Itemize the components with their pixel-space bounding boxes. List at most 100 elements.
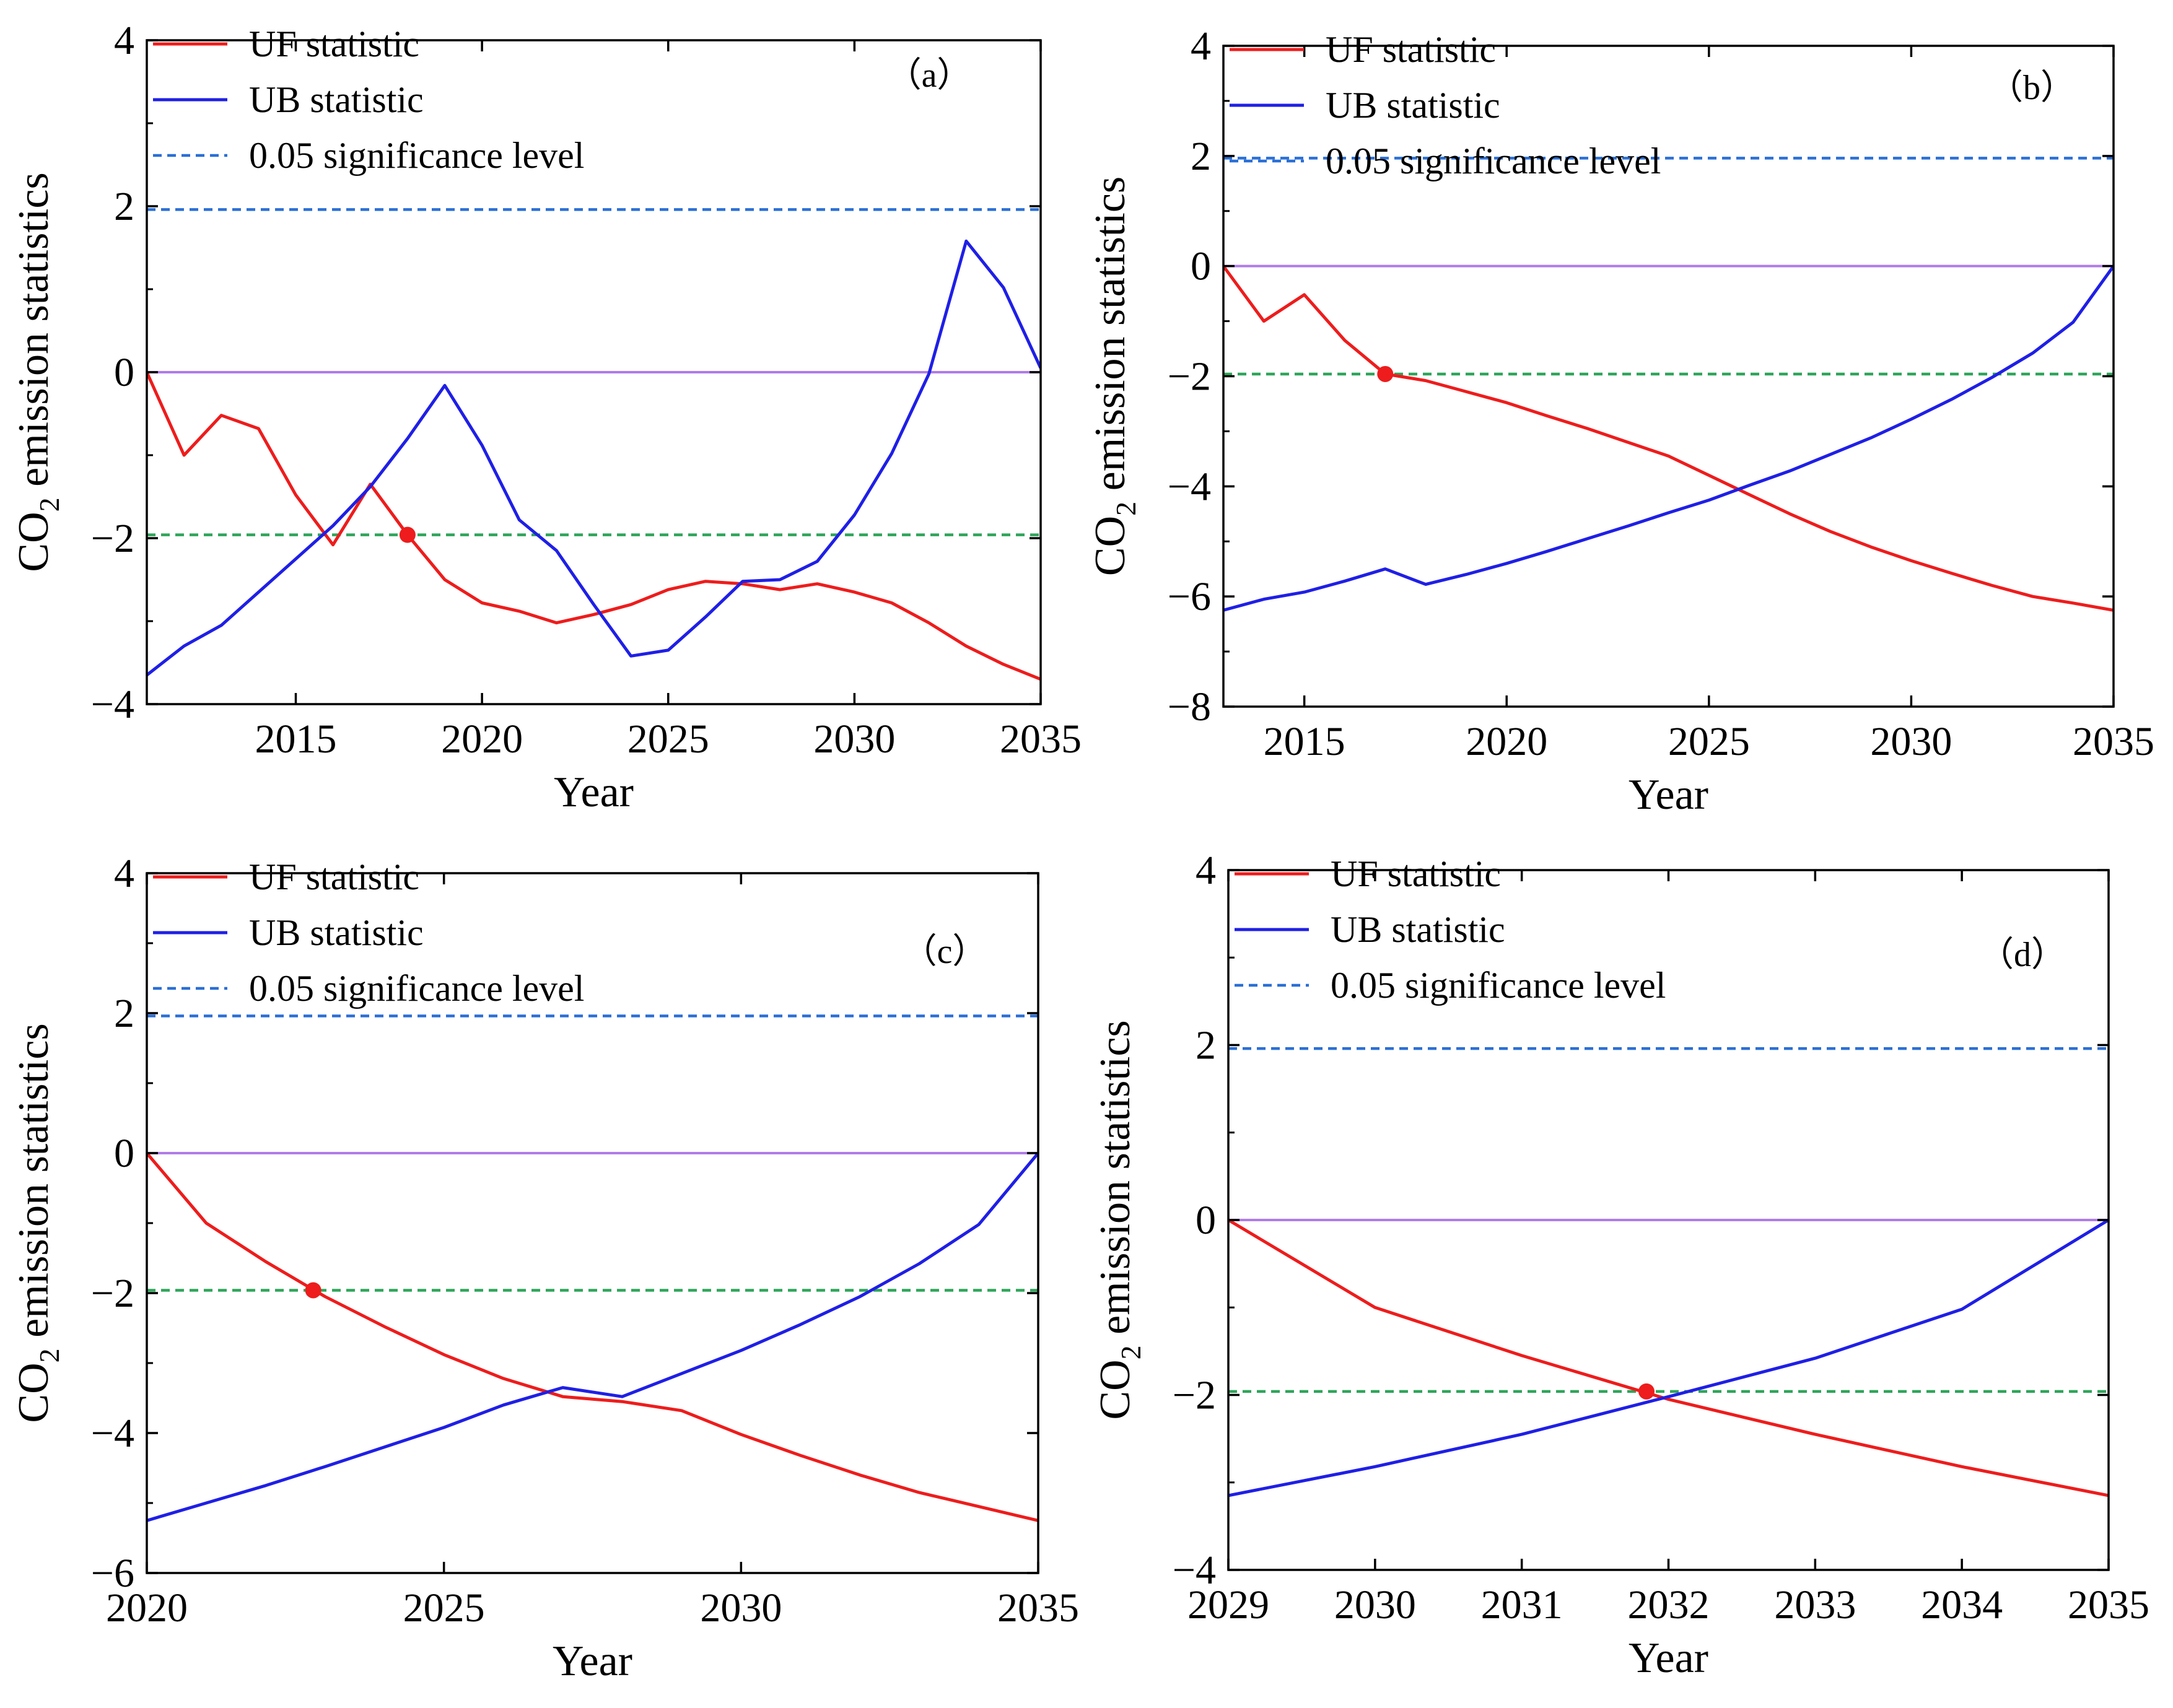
x-tick-label: 2015 <box>255 717 337 762</box>
y-tick-label: 0 <box>114 350 134 395</box>
y-axis-title-rest: emission statistics <box>10 172 58 497</box>
legend: UF statistic UB statistic 0.05 significanc… <box>153 24 584 176</box>
intersection-marker <box>1638 1383 1655 1400</box>
intersection-marker <box>305 1282 321 1299</box>
y-tick-label: −2 <box>91 516 134 561</box>
x-tick-label: 2035 <box>1000 717 1082 762</box>
y-tick-label: 0 <box>1191 244 1211 289</box>
y-tick-label: −6 <box>1168 574 1211 619</box>
x-tick-label: 2030 <box>700 1585 782 1631</box>
x-tick-label: 2035 <box>2073 719 2154 764</box>
series-lines <box>147 239 1041 681</box>
legend-uf-label: UF statistic <box>249 24 419 64</box>
x-tick-label: 2020 <box>106 1585 188 1631</box>
legend: UF statistic UB statistic 0.05 significanc… <box>1235 853 1666 1006</box>
x-axis-title: Year <box>554 769 634 816</box>
legend-ub-label: UB statistic <box>249 79 424 120</box>
uf-series-line <box>1228 1218 2109 1497</box>
x-tick-label: 2025 <box>1668 719 1750 764</box>
x-tick-label: 2020 <box>1466 719 1547 764</box>
ub-series-line <box>1228 1218 2109 1497</box>
y-tick-label: 4 <box>114 851 134 896</box>
y-tick-label: −2 <box>91 1271 134 1316</box>
x-tick-label: 2029 <box>1187 1582 1269 1627</box>
y-axis-title-rest: emission statistics <box>10 1023 58 1348</box>
series-lines <box>1223 265 2114 612</box>
y-tick-label: 4 <box>1191 24 1211 69</box>
y-tick-label: −4 <box>91 682 134 727</box>
x-tick-label: 2025 <box>403 1585 485 1631</box>
y-axis-title: CO2 emission statistics <box>10 1023 65 1423</box>
legend-significance-label: 0.05 significance level <box>249 135 584 176</box>
y-axis-title: CO2 emission statistics <box>1091 1020 1147 1419</box>
y-tick-label: 2 <box>1191 134 1211 179</box>
legend-ub-label: UB statistic <box>1331 909 1505 950</box>
y-axis-title-subscript: 2 <box>33 497 65 512</box>
y-axis-title: CO2 emission statistics <box>1086 176 1142 576</box>
legend-uf-label: UF statistic <box>1326 29 1496 70</box>
y-axis-title: CO2 emission statistics <box>10 172 65 572</box>
y-tick-label: −4 <box>1168 464 1211 509</box>
y-tick-label: −6 <box>91 1551 134 1596</box>
legend-ub-label: UB statistic <box>249 912 424 953</box>
uf-series-line <box>147 1152 1038 1522</box>
uf-series-line <box>147 371 1041 681</box>
y-axis-title-rest: emission statistics <box>1086 176 1134 502</box>
legend-significance-label: 0.05 significance level <box>1331 965 1666 1006</box>
legend-uf-label: UF statistic <box>1331 853 1501 894</box>
x-tick-label: 2031 <box>1481 1582 1563 1627</box>
y-axis-title-main: CO <box>10 512 58 572</box>
legend-ub-label: UB statistic <box>1326 85 1500 126</box>
x-tick-label: 2033 <box>1774 1582 1856 1627</box>
x-tick-label: 2015 <box>1264 719 1345 764</box>
y-axis-title-subscript: 2 <box>1110 502 1142 516</box>
panel-label: （a） <box>887 56 972 95</box>
y-axis-title-main: CO <box>10 1362 58 1423</box>
x-tick-label: 2032 <box>1628 1582 1710 1627</box>
ub-series-line <box>147 1152 1038 1522</box>
panel-label: （c） <box>903 933 987 971</box>
intersection-marker <box>399 526 416 543</box>
intersection-marker <box>1377 365 1394 382</box>
y-tick-label: 0 <box>1196 1198 1216 1243</box>
x-axis-title: Year <box>1629 771 1708 819</box>
y-tick-label: 0 <box>114 1131 134 1176</box>
uf-series-line <box>1223 265 2114 612</box>
x-tick-label: 2035 <box>997 1585 1079 1631</box>
x-tick-label: 2030 <box>1870 719 1952 764</box>
y-tick-label: 2 <box>114 184 134 229</box>
y-tick-label: −4 <box>1173 1548 1216 1593</box>
series-lines <box>147 1152 1038 1522</box>
x-tick-label: 2034 <box>1921 1582 2003 1627</box>
panel-label: （b） <box>1988 69 2075 107</box>
y-tick-label: −4 <box>91 1411 134 1456</box>
x-tick-label: 2020 <box>441 717 523 762</box>
panel-label: （d） <box>1979 936 2066 974</box>
x-tick-label: 2030 <box>1334 1582 1416 1627</box>
y-axis-title-subscript: 2 <box>33 1348 65 1362</box>
series-lines <box>1228 1218 2109 1497</box>
y-tick-label: 4 <box>1196 848 1216 893</box>
y-axis-title-main: CO <box>1091 1359 1139 1419</box>
legend: UF statistic UB statistic 0.05 significanc… <box>153 856 584 1009</box>
x-tick-label: 2025 <box>627 717 709 762</box>
x-tick-label: 2030 <box>813 717 895 762</box>
y-axis-title-main: CO <box>1086 516 1134 576</box>
y-tick-label: 4 <box>114 18 134 63</box>
y-tick-label: 2 <box>1196 1023 1216 1068</box>
y-axis-title-subscript: 2 <box>1115 1345 1147 1359</box>
legend: UF statistic UB statistic 0.05 significanc… <box>1230 29 1661 181</box>
legend-uf-label: UF statistic <box>249 856 419 897</box>
ub-series-line <box>147 239 1041 677</box>
x-axis-title: Year <box>1629 1634 1708 1682</box>
legend-significance-label: 0.05 significance level <box>249 968 584 1009</box>
y-tick-label: −2 <box>1168 354 1211 399</box>
legend-significance-label: 0.05 significance level <box>1326 141 1661 181</box>
y-tick-label: −8 <box>1168 684 1211 730</box>
x-tick-label: 2035 <box>2068 1582 2149 1627</box>
